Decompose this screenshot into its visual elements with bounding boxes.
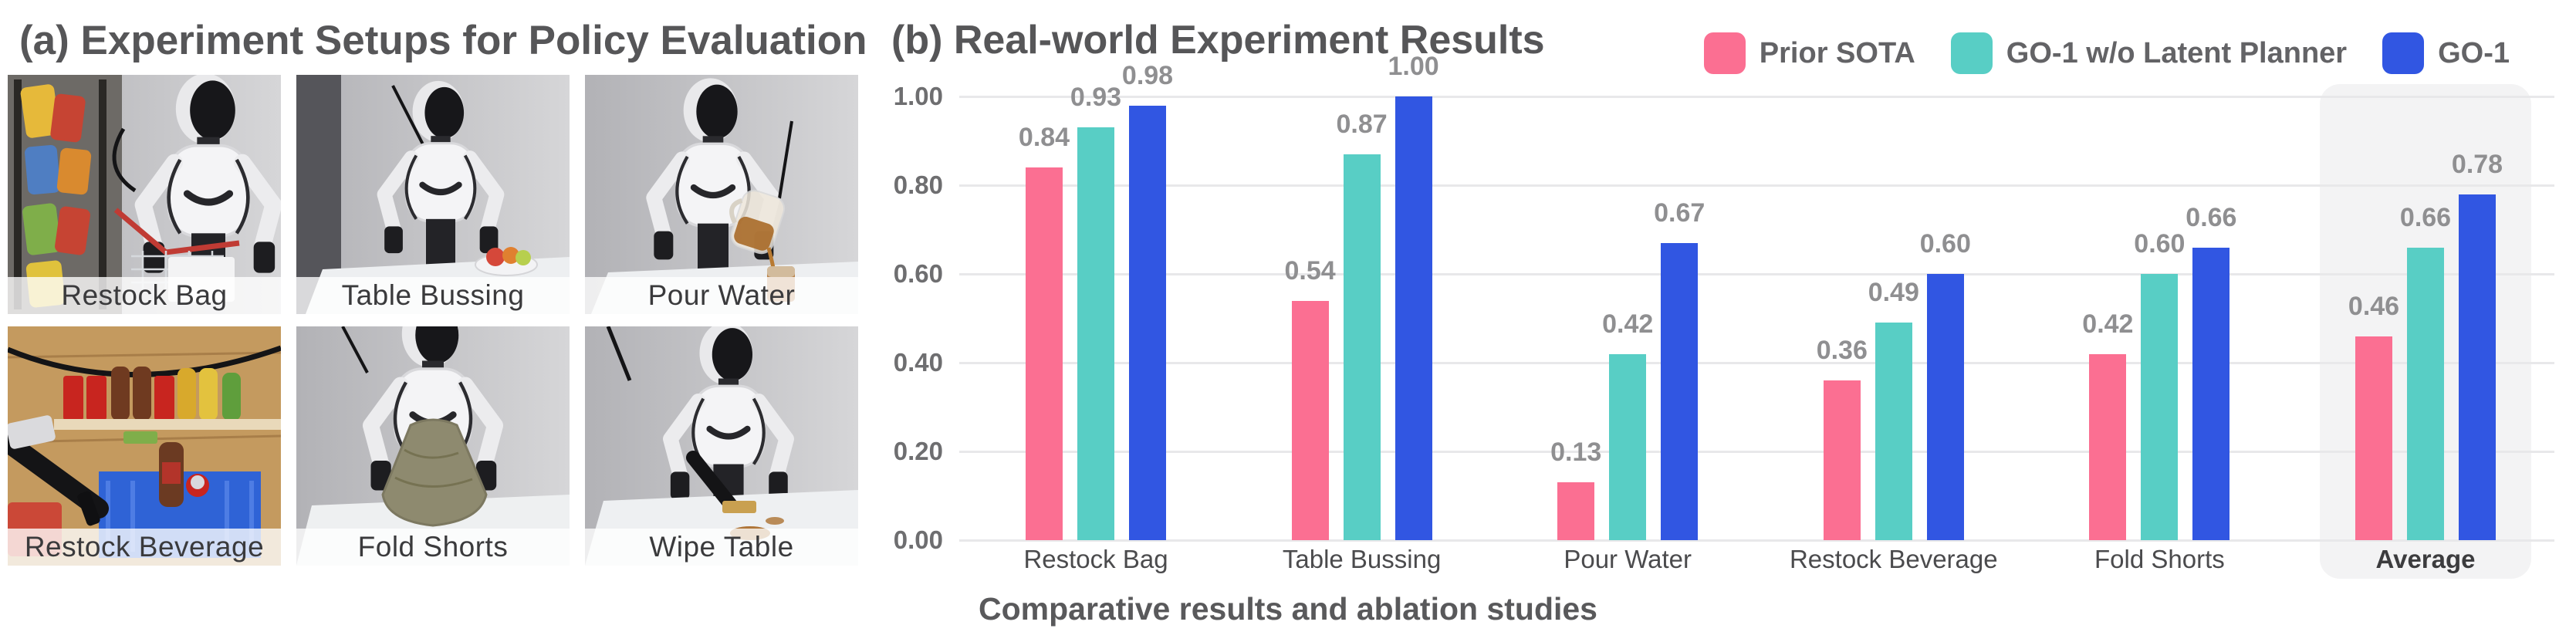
- photo-pour-water: Pour Water: [585, 75, 858, 314]
- photo-label: Wipe Table: [585, 529, 858, 566]
- y-gridline: [959, 95, 2554, 98]
- bar-value-label: 0.78: [2451, 149, 2503, 179]
- bar-value-label: 0.54: [1284, 255, 1336, 286]
- bar-value-label: 0.60: [1919, 229, 1971, 258]
- bar-go-1: [1394, 96, 1432, 540]
- x-axis-category-label: Fold Shorts: [2094, 545, 2225, 573]
- bar-prior-sota: [1291, 300, 1329, 540]
- legend-swatch-icon: [1950, 32, 1993, 74]
- y-gridline: [959, 539, 2554, 542]
- y-axis-tick-label: 0.20: [893, 437, 943, 465]
- y-axis-tick-label: 0.60: [893, 259, 943, 288]
- bar-prior-sota: [2355, 336, 2392, 540]
- legend-label: Prior SOTA: [1759, 36, 1915, 69]
- bar-value-label: 0.13: [1550, 438, 1602, 468]
- figure-caption: Comparative results and ablation studies: [979, 591, 1597, 627]
- photo-label: Restock Beverage: [8, 529, 281, 566]
- y-gridline: [959, 361, 2554, 364]
- legend-item: GO-1 w/o Latent Planner: [1950, 32, 2348, 74]
- legend-label: GO-1 w/o Latent Planner: [2006, 36, 2348, 69]
- y-gridline: [959, 184, 2554, 187]
- bar-go-1-w-o-latent-planner: [2407, 247, 2444, 540]
- bar-value-label: 0.49: [1868, 278, 1919, 308]
- bar-go-1: [1661, 242, 1699, 540]
- bar-go-1-w-o-latent-planner: [1343, 154, 1381, 540]
- bar-value-label: 1.00: [1388, 52, 1439, 81]
- bar-value-label: 0.60: [2134, 229, 2186, 258]
- panel-a-title: (a) Experiment Setups for Policy Evaluat…: [19, 18, 867, 63]
- chart-legend: Prior SOTA GO-1 w/o Latent Planner GO-1: [1703, 32, 2510, 74]
- bar-value-label: 0.67: [1654, 198, 1706, 228]
- legend-swatch-icon: [1703, 32, 1746, 74]
- bar-go-1: [2192, 247, 2230, 540]
- bar-value-label: 0.84: [1018, 123, 1070, 152]
- bar-go-1-w-o-latent-planner: [1609, 353, 1647, 540]
- bar-value-label: 0.87: [1336, 109, 1388, 139]
- restock-bag-scene-image: [8, 75, 281, 314]
- bar-go-1: [1926, 274, 1964, 540]
- x-axis-category-label: Table Bussing: [1282, 545, 1442, 573]
- fold-shorts-scene-image: [296, 326, 570, 566]
- legend-item: Prior SOTA: [1703, 32, 1915, 74]
- bar-value-label: 0.42: [2082, 309, 2134, 339]
- y-gridline: [959, 272, 2554, 275]
- bar-prior-sota: [1026, 167, 1063, 540]
- bar-value-label: 0.36: [1816, 336, 1868, 365]
- bar-go-1-w-o-latent-planner: [2141, 274, 2179, 540]
- bar-prior-sota: [2089, 353, 2127, 540]
- bar-prior-sota: [1557, 482, 1595, 540]
- panel-b-title: (b) Real-world Experiment Results: [891, 18, 1545, 63]
- bar-prior-sota: [1823, 380, 1861, 540]
- photo-label: Restock Bag: [8, 277, 281, 314]
- photo-fold-shorts: Fold Shorts: [296, 326, 570, 566]
- y-axis-tick-label: 0.00: [893, 525, 943, 554]
- x-axis-category-label: Restock Beverage: [1789, 545, 1998, 573]
- bar-value-label: 0.66: [2399, 202, 2452, 232]
- y-axis-tick-label: 0.80: [893, 171, 943, 199]
- photo-restock-bag: Restock Bag: [8, 75, 281, 314]
- table-bussing-scene-image: [296, 75, 570, 314]
- bar-value-label: 0.93: [1070, 83, 1122, 113]
- bar-go-1: [1129, 105, 1166, 540]
- x-axis-category-label: Restock Bag: [1023, 545, 1168, 573]
- legend-item: GO-1: [2382, 32, 2510, 74]
- x-axis-category-label: Average: [2375, 545, 2476, 573]
- photo-table-bussing: Table Bussing: [296, 75, 570, 314]
- y-axis-tick-label: 0.40: [893, 348, 943, 377]
- wipe-table-scene-image: [585, 326, 858, 566]
- photo-restock-beverage: Restock Beverage: [8, 326, 281, 566]
- bar-value-label: 0.46: [2348, 291, 2400, 321]
- bar-go-1-w-o-latent-planner: [1077, 127, 1114, 540]
- bar-go-1-w-o-latent-planner: [1875, 323, 1912, 540]
- bar-value-label: 0.66: [2186, 202, 2237, 232]
- bar-go-1: [2459, 194, 2496, 540]
- photo-wipe-table: Wipe Table: [585, 326, 858, 566]
- y-gridline: [959, 450, 2554, 453]
- x-axis-category-label: Pour Water: [1564, 545, 1692, 573]
- bar-value-label: 0.98: [1121, 60, 1174, 90]
- photo-label: Fold Shorts: [296, 529, 570, 566]
- legend-swatch-icon: [2382, 32, 2425, 74]
- y-axis-tick-label: 1.00: [893, 82, 943, 110]
- bar-value-label: 0.42: [1602, 309, 1654, 339]
- photo-label: Table Bussing: [296, 277, 570, 314]
- legend-label: GO-1: [2438, 36, 2510, 69]
- experiment-photo-grid: Restock Bag Table Bussing: [8, 75, 858, 566]
- photo-label: Pour Water: [585, 277, 858, 314]
